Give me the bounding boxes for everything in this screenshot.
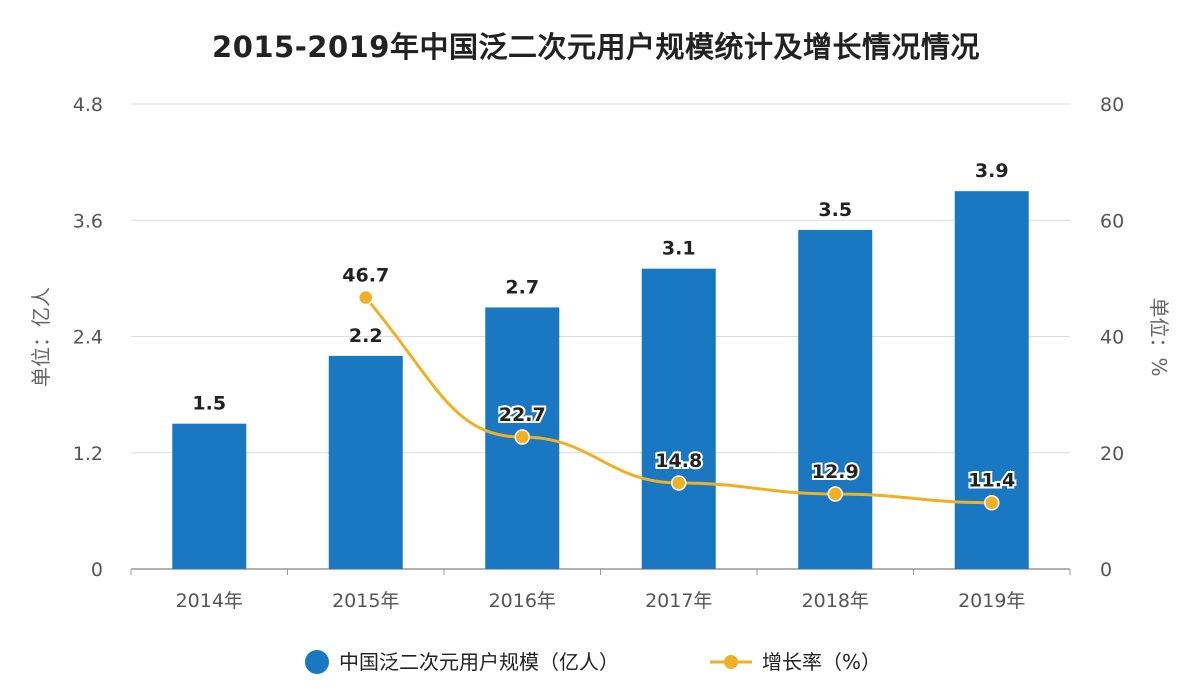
bar: [328, 355, 403, 569]
x-tick-label: 2015年: [332, 590, 399, 612]
y2-tick-label: 80: [1100, 94, 1124, 116]
y2-tick-label: 20: [1100, 443, 1124, 465]
y2-tick-label: 0: [1100, 559, 1112, 581]
bar: [172, 423, 247, 569]
y2-axis-title: 单位：%: [1147, 297, 1171, 376]
line-data-label: 14.8: [655, 450, 702, 472]
line-point: [827, 486, 843, 502]
x-tick-label: 2017年: [645, 590, 712, 612]
y-tick-label: 0: [91, 559, 103, 581]
line-data-label: 46.7: [342, 265, 389, 287]
bar-data-label: 2.7: [505, 276, 539, 298]
bar: [798, 229, 873, 569]
x-tick-label: 2018年: [802, 590, 869, 612]
x-tick-label: 2014年: [176, 590, 243, 612]
bar: [954, 191, 1029, 569]
y2-tick-label: 40: [1100, 327, 1124, 349]
bar-data-label: 2.2: [349, 325, 383, 347]
y-tick-label: 2.4: [73, 327, 103, 349]
bar-data-label: 3.5: [818, 199, 852, 221]
line-point: [514, 429, 530, 445]
series-line: [364, 296, 992, 505]
line-data-label: 22.7: [499, 404, 546, 426]
bar-data-label: 1.5: [192, 393, 226, 415]
line-data-label: 11.4: [968, 470, 1015, 492]
y-axis-title: 单位：亿人: [29, 287, 53, 387]
x-tick-label: 2016年: [489, 590, 556, 612]
legend-line-label: 增长率（%）: [762, 650, 881, 674]
line-data-label: 12.9: [812, 461, 859, 483]
chart-title: 2015-2019年中国泛二次元用户规模统计及增长情况情况: [212, 30, 980, 64]
bar-data-label: 3.9: [975, 160, 1009, 182]
line-point: [984, 494, 1000, 511]
bar: [641, 268, 716, 569]
legend-bar-label: 中国泛二次元用户规模（亿人）: [339, 650, 619, 674]
x-tick-label: 2019年: [958, 590, 1025, 612]
line-point: [358, 289, 374, 306]
y2-tick-label: 60: [1100, 210, 1124, 232]
legend-line-marker: [724, 655, 738, 669]
y-tick-label: 1.2: [73, 443, 103, 465]
y-tick-label: 4.8: [73, 94, 103, 116]
y-tick-label: 3.6: [73, 210, 103, 232]
legend-bar-swatch: [305, 650, 329, 674]
bar-data-label: 3.1: [662, 238, 696, 260]
line-point: [671, 475, 687, 491]
